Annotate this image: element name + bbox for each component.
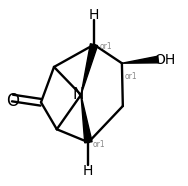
Text: or1: or1 [125,72,137,81]
Polygon shape [81,95,92,143]
Text: H: H [82,164,93,178]
Text: or1: or1 [100,42,112,51]
Text: OH: OH [154,53,175,68]
Text: H: H [89,8,99,22]
Text: or1: or1 [92,140,105,149]
Text: O: O [6,92,19,110]
Text: N: N [73,87,84,102]
Polygon shape [81,44,98,95]
Polygon shape [122,56,158,63]
